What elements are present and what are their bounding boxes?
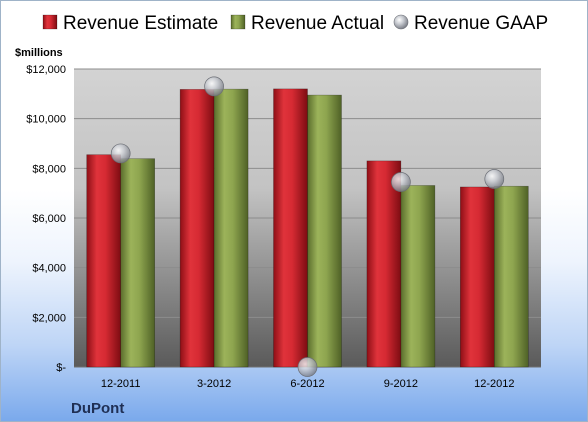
y-tick-label: $2,000 <box>32 312 66 324</box>
x-tick-label: 9-2012 <box>384 378 418 390</box>
y-tick-label: $4,000 <box>32 263 66 275</box>
marker-revenue-gaap <box>391 172 411 192</box>
y-tick-label: $10,000 <box>26 114 66 126</box>
y-axis-ticks: $- $2,000 $4,000 $6,000 $8,000 $10,000 $12,000 <box>26 64 66 374</box>
gaap-markers <box>110 76 505 377</box>
bar-revenue-estimate <box>366 160 402 368</box>
marker-revenue-gaap <box>110 143 131 164</box>
x-tick-label: 3-2012 <box>197 378 231 390</box>
legend-label: Revenue GAAP <box>414 13 548 34</box>
marker-revenue-gaap <box>484 169 505 189</box>
bar-revenue-estimate <box>459 186 495 368</box>
marker-revenue-gaap <box>297 357 318 377</box>
legend-swatch <box>230 14 246 30</box>
bar-revenue-estimate <box>179 89 215 368</box>
y-tick-label: $6,000 <box>32 213 66 225</box>
bar-revenue-actual <box>400 185 436 368</box>
x-tick-label: 12-2012 <box>474 378 514 390</box>
bar-revenue-actual <box>493 185 529 368</box>
company-label: DuPont <box>71 400 124 417</box>
x-axis-ticks: 12-2011 3-2012 6-2012 9-2012 12-2012 <box>101 378 515 390</box>
bar-revenue-actual <box>213 88 249 368</box>
y-tick-label: $- <box>56 362 66 374</box>
x-tick-label: 12-2011 <box>101 378 141 390</box>
bar-revenue-estimate <box>273 88 308 368</box>
legend-swatch <box>393 14 409 30</box>
bars <box>86 88 529 368</box>
legend: Revenue Estimate Revenue Actual Revenue GA… <box>42 13 548 34</box>
y-axis-unit-label: $millions <box>15 47 63 59</box>
legend-swatch <box>42 14 58 30</box>
bar-revenue-actual <box>307 94 342 368</box>
legend-label: Revenue Actual <box>251 13 384 34</box>
y-tick-label: $8,000 <box>32 163 66 175</box>
x-tick-label: 6-2012 <box>290 378 324 390</box>
legend-label: Revenue Estimate <box>63 13 218 34</box>
y-tick-label: $12,000 <box>26 64 66 76</box>
bar-revenue-estimate <box>86 154 121 368</box>
bar-revenue-actual <box>120 158 155 368</box>
marker-revenue-gaap <box>204 76 224 97</box>
